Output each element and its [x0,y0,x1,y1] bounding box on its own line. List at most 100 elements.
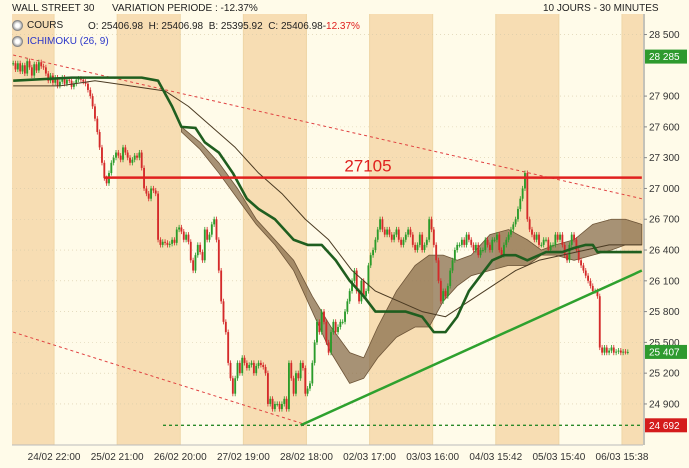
candle-body [570,234,573,245]
candle-body [510,229,512,235]
candle-body [224,321,227,333]
x-tick-label: 24/02 22:00 [28,452,81,463]
candle-body [528,219,531,230]
candle-body [87,83,89,90]
candle-body [355,270,358,292]
candle-body [374,239,377,251]
candle-body [397,229,400,240]
candle-body [325,321,328,343]
candle-body [400,239,403,245]
close-value: 25406.98- [280,21,327,32]
candle-body [28,61,31,68]
candle-body [133,155,136,160]
candle-body [288,362,290,410]
candle-body [624,351,627,353]
candle-body [386,229,389,235]
candle-body [264,367,267,374]
candle-body [194,255,197,271]
candle-body [178,227,181,230]
candle-body [61,77,64,82]
candle-body [103,162,106,179]
candle-body [549,244,552,251]
candle-body [166,242,169,245]
candle-body [250,362,253,365]
candle-body [82,79,85,82]
candle-body [280,403,283,410]
candle-body [21,65,24,72]
ichimoku-gear-icon[interactable] [12,36,23,47]
candle-body [337,326,339,333]
candle-body [140,152,143,168]
candle-body [110,162,113,174]
candle-body [171,239,174,244]
y-tick-label: 27 000 [649,184,680,195]
candle-body [465,234,468,245]
ichimoku-lines [13,76,642,334]
price-box [645,49,687,64]
candle-body [376,229,379,240]
candle-body [507,234,510,240]
candle-body [255,365,258,374]
candle-body [96,118,99,133]
candle-body [372,250,375,256]
candle-body [231,378,234,394]
candle-body [348,291,351,302]
candle-body [68,79,71,81]
candle-body [474,244,477,251]
candle-body [126,152,129,158]
candle-body [257,362,260,366]
candle-body [463,239,466,245]
candle-body [589,280,592,286]
candle-body [367,265,370,292]
candle-body [500,250,503,256]
legend-ichimoku[interactable]: ICHIMOKU (26, 9) [12,36,109,47]
candle-body [533,234,536,240]
candle-body [245,362,248,369]
candle-body [458,244,461,246]
candle-body [192,260,195,271]
y-tick-label: 26 700 [649,215,680,226]
candle-body [54,77,57,83]
candle-body [283,398,286,404]
candle-body [201,252,204,261]
candle-body [568,244,571,261]
candle-body [559,234,561,240]
legend-cours[interactable]: COURS [12,20,63,31]
candle-body [252,362,255,374]
candle-body [309,383,311,389]
candle-body [346,301,349,312]
candle-body [297,373,300,379]
candle-body [617,350,620,352]
candle-body [603,347,606,353]
candle-body [488,244,491,251]
low-value: 25395.92 [220,21,263,32]
candle-body [554,234,557,245]
cours-gear-icon[interactable] [12,20,23,31]
candle-body [496,234,498,240]
candle-body [519,198,522,209]
candle-body [360,280,363,302]
x-tick-label: 04/03 15:42 [469,452,522,463]
candle-body [365,291,367,297]
x-tick-label: 05/03 15:40 [532,452,585,463]
x-tick-label: 27/02 19:00 [217,452,270,463]
candle-body [351,280,353,292]
candle-body [304,368,307,394]
candle-body [435,244,438,261]
candle-body [390,234,393,240]
variation-value: -12.37% [220,3,258,14]
candle-body [229,362,232,379]
candle-body [566,255,568,261]
candle-body [437,260,440,281]
candle-body [404,234,407,240]
candle-body [302,362,304,369]
candle-body [243,357,246,363]
candle-body [313,342,316,363]
candle-body [154,190,157,194]
candles [12,58,629,412]
y-tick-label: 25 407 [649,347,680,358]
candle-body [145,188,148,194]
candle-body [615,351,618,353]
candle-body [442,291,445,302]
